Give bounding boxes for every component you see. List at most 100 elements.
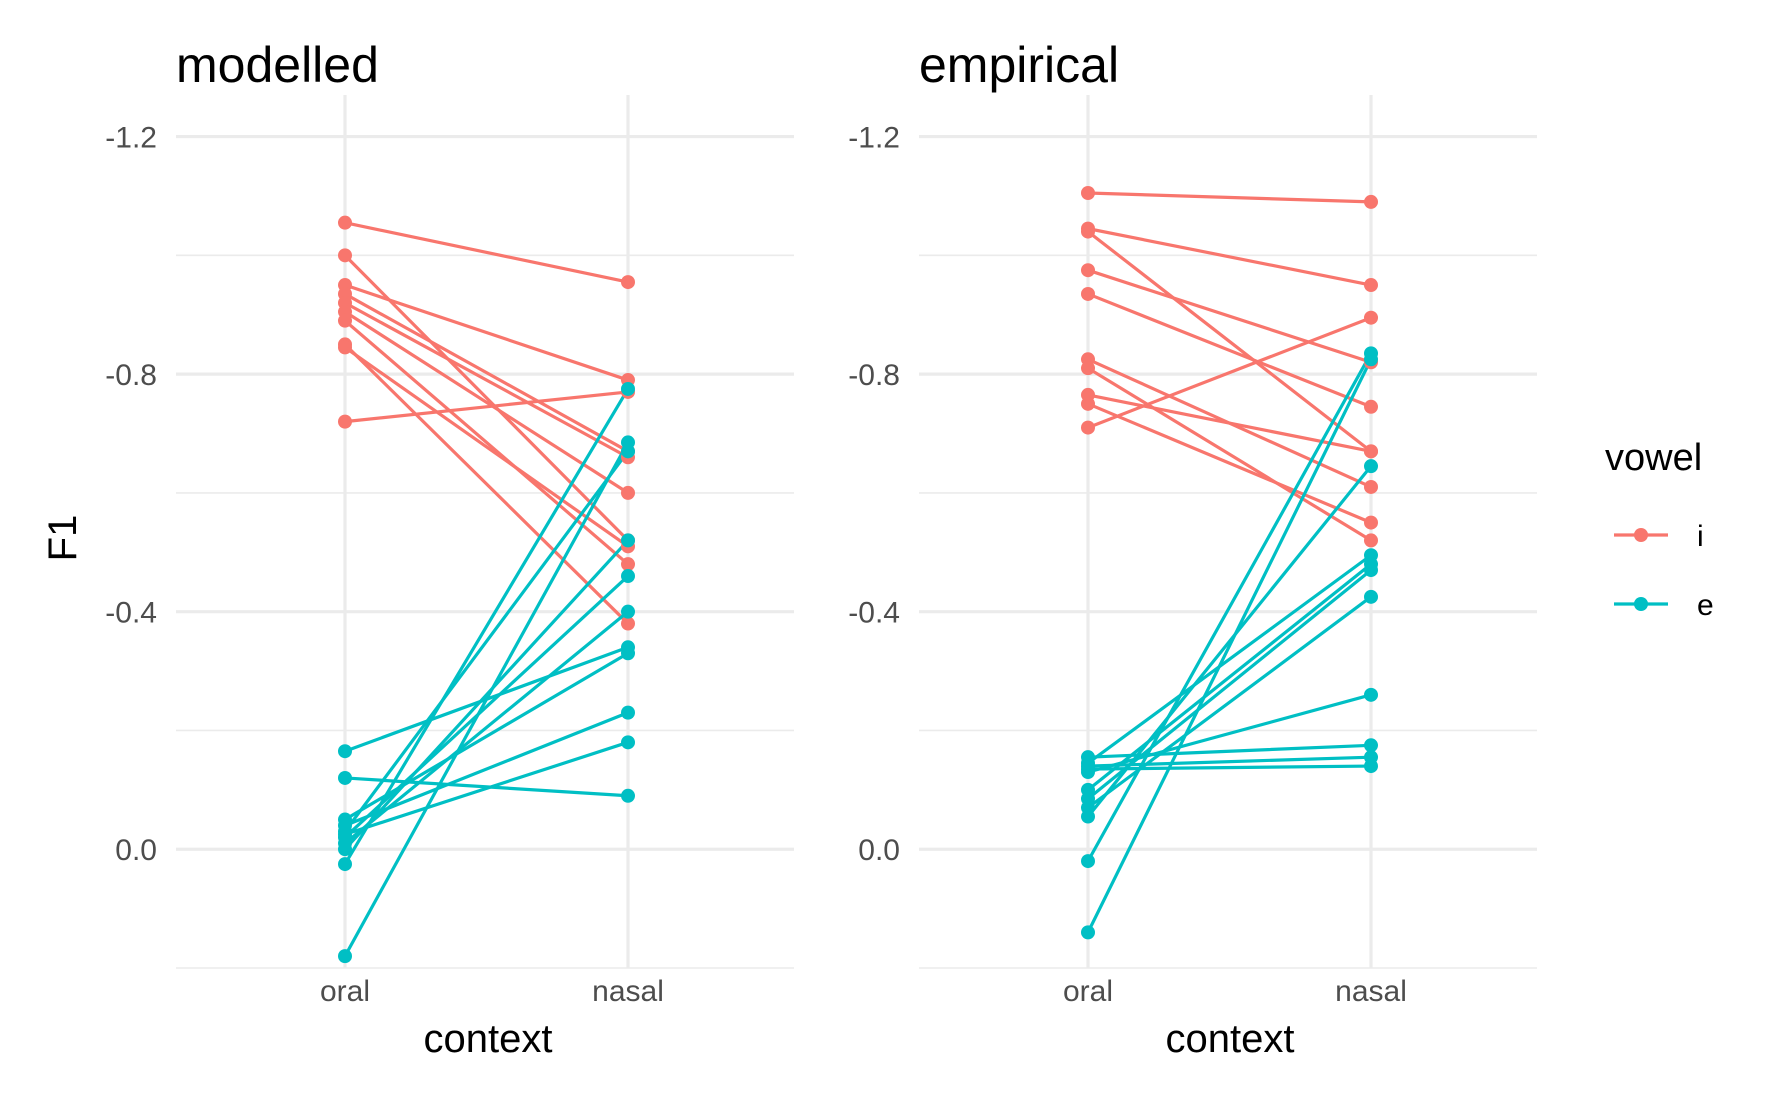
series-i-point bbox=[338, 340, 352, 355]
series-i-point bbox=[338, 414, 352, 429]
series-e-point bbox=[621, 569, 635, 584]
series-i-point bbox=[1081, 185, 1095, 200]
series-e-line bbox=[343, 449, 630, 834]
series-i-line bbox=[1086, 316, 1373, 430]
series-e-point bbox=[338, 949, 352, 964]
series-e-line bbox=[343, 574, 630, 839]
series-e-point bbox=[621, 646, 635, 661]
series-e-line bbox=[343, 610, 630, 845]
series-i-point bbox=[621, 557, 635, 572]
y-tick-label: -0.8 bbox=[105, 359, 157, 392]
series-e-line bbox=[1086, 764, 1373, 771]
data-marks bbox=[1081, 185, 1378, 940]
series-e-line bbox=[1086, 743, 1373, 759]
series-e-line bbox=[343, 538, 630, 851]
series-e-point bbox=[621, 705, 635, 720]
series-e-line bbox=[1086, 562, 1373, 792]
series-i-point bbox=[1081, 420, 1095, 435]
y-tick-label: -0.8 bbox=[848, 359, 900, 392]
panel-modelled: modelled -1.2 -0.8 -0.4 0.0 oral nasal conte… bbox=[41, 37, 794, 1061]
series-i-point bbox=[1364, 194, 1378, 209]
series-e-point bbox=[1364, 759, 1378, 774]
series-i-line bbox=[1086, 268, 1373, 364]
series-e-line bbox=[1086, 755, 1373, 768]
y-tick-label: -0.4 bbox=[105, 597, 157, 630]
x-tick-label: oral bbox=[320, 975, 370, 1008]
series-e-point bbox=[338, 744, 352, 759]
series-e-point bbox=[338, 770, 352, 785]
series-e-point bbox=[1364, 687, 1378, 702]
x-tick-label: oral bbox=[1063, 975, 1113, 1008]
series-e-point bbox=[621, 604, 635, 619]
legend: vowel i e bbox=[1605, 437, 1714, 622]
series-i-line bbox=[1086, 229, 1373, 453]
series-i-line bbox=[343, 342, 630, 626]
y-tick-label: 0.0 bbox=[115, 834, 157, 867]
series-i-line bbox=[343, 221, 630, 284]
y-tick-labels: -1.2 -0.8 -0.4 0.0 bbox=[848, 122, 900, 868]
series-i-point bbox=[621, 616, 635, 631]
x-tick-label: nasal bbox=[592, 975, 664, 1008]
series-i-line bbox=[343, 283, 630, 382]
series-i-line bbox=[343, 319, 630, 566]
series-e-line bbox=[1086, 351, 1373, 863]
series-e-point bbox=[338, 842, 352, 857]
series-i-point bbox=[338, 215, 352, 230]
gridlines bbox=[919, 95, 1537, 969]
series-e-point bbox=[621, 788, 635, 803]
series-i-point bbox=[1364, 444, 1378, 459]
series-e-line bbox=[1086, 595, 1373, 810]
series-i-line bbox=[1086, 191, 1373, 204]
legend-label: e bbox=[1697, 589, 1714, 622]
series-e-line bbox=[343, 440, 630, 958]
series-e-point bbox=[338, 857, 352, 872]
y-tick-labels: -1.2 -0.8 -0.4 0.0 bbox=[105, 122, 157, 868]
legend-key-point bbox=[1634, 528, 1648, 542]
series-e-point bbox=[1364, 459, 1378, 474]
series-e-point bbox=[621, 381, 635, 396]
series-i-point bbox=[1081, 396, 1095, 411]
series-e-point bbox=[1364, 563, 1378, 578]
series-i-point bbox=[1081, 224, 1095, 239]
series-i-line bbox=[1086, 393, 1373, 453]
series-i-point bbox=[1364, 399, 1378, 414]
series-i-point bbox=[338, 248, 352, 263]
series-i-line bbox=[1086, 227, 1373, 287]
y-tick-label: -0.4 bbox=[848, 597, 900, 630]
series-i-line bbox=[343, 301, 630, 459]
legend-key-point bbox=[1634, 597, 1648, 611]
series-i-point bbox=[1081, 361, 1095, 376]
series-e-point bbox=[621, 435, 635, 450]
x-tick-labels: oral nasal bbox=[1063, 975, 1407, 1008]
legend-title: vowel bbox=[1605, 437, 1702, 479]
series-i-point bbox=[1364, 515, 1378, 530]
y-tick-label: -1.2 bbox=[848, 122, 900, 155]
gridlines bbox=[176, 95, 794, 969]
series-i-line bbox=[343, 310, 630, 495]
series-i-point bbox=[1364, 278, 1378, 293]
series-i-line bbox=[343, 390, 630, 424]
series-i-point bbox=[1081, 286, 1095, 301]
series-i-point bbox=[1364, 310, 1378, 325]
series-i-point bbox=[1081, 263, 1095, 278]
series-i-line bbox=[343, 253, 630, 543]
y-tick-label: -1.2 bbox=[105, 122, 157, 155]
series-i-point bbox=[621, 485, 635, 500]
series-i-point bbox=[1364, 533, 1378, 548]
series-i-point bbox=[338, 313, 352, 328]
series-e-line bbox=[1086, 464, 1373, 819]
data-marks bbox=[338, 215, 635, 964]
series-e-point bbox=[1081, 756, 1095, 771]
series-i-line bbox=[1086, 366, 1373, 543]
series-i-line bbox=[1086, 292, 1373, 409]
panel-title: empirical bbox=[919, 37, 1119, 93]
y-tick-label: 0.0 bbox=[858, 834, 900, 867]
x-tick-labels: oral nasal bbox=[320, 975, 664, 1008]
series-e-point bbox=[1364, 738, 1378, 753]
series-e-point bbox=[1081, 809, 1095, 824]
series-e-point bbox=[621, 533, 635, 548]
x-axis-title: context bbox=[424, 1017, 553, 1061]
series-e-line bbox=[343, 740, 630, 836]
legend-label: i bbox=[1697, 520, 1704, 553]
